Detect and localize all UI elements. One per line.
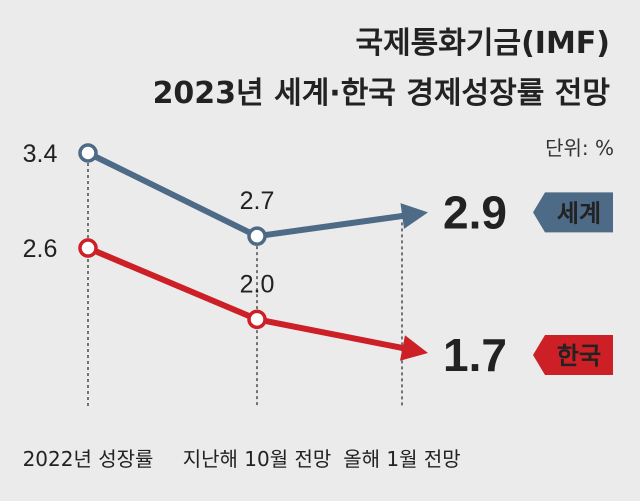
arrowhead bbox=[400, 203, 428, 229]
legend-tag-label: 한국 bbox=[557, 343, 601, 370]
series-line-1 bbox=[86, 245, 415, 354]
unit-label: 단위: % bbox=[545, 136, 614, 160]
x-tick-label: 2022년 성장률 bbox=[23, 447, 154, 471]
x-tick-label: 올해 1월 전망 bbox=[343, 447, 460, 471]
data-label-final: 2.9 bbox=[443, 186, 507, 238]
arrowhead bbox=[399, 335, 428, 361]
data-label-final: 1.7 bbox=[443, 329, 507, 381]
chart-subtitle: 2023년 세계·한국 경제성장률 전망 bbox=[152, 76, 610, 111]
legend-tag bbox=[533, 192, 613, 233]
data-label: 2.6 bbox=[23, 235, 58, 263]
data-label: 2.7 bbox=[240, 187, 275, 215]
data-point bbox=[247, 309, 267, 330]
legend-tag bbox=[533, 335, 613, 375]
data-point bbox=[78, 143, 98, 163]
data-label: 3.4 bbox=[23, 140, 58, 168]
data-point bbox=[78, 238, 98, 258]
legend-tag-label: 세계 bbox=[557, 200, 601, 227]
data-label: 2.0 bbox=[240, 270, 275, 298]
x-tick-label: 지난해 10월 전망 bbox=[183, 447, 332, 471]
data-point bbox=[247, 226, 267, 246]
chart-title: 국제통화기금(IMF) bbox=[355, 26, 610, 61]
